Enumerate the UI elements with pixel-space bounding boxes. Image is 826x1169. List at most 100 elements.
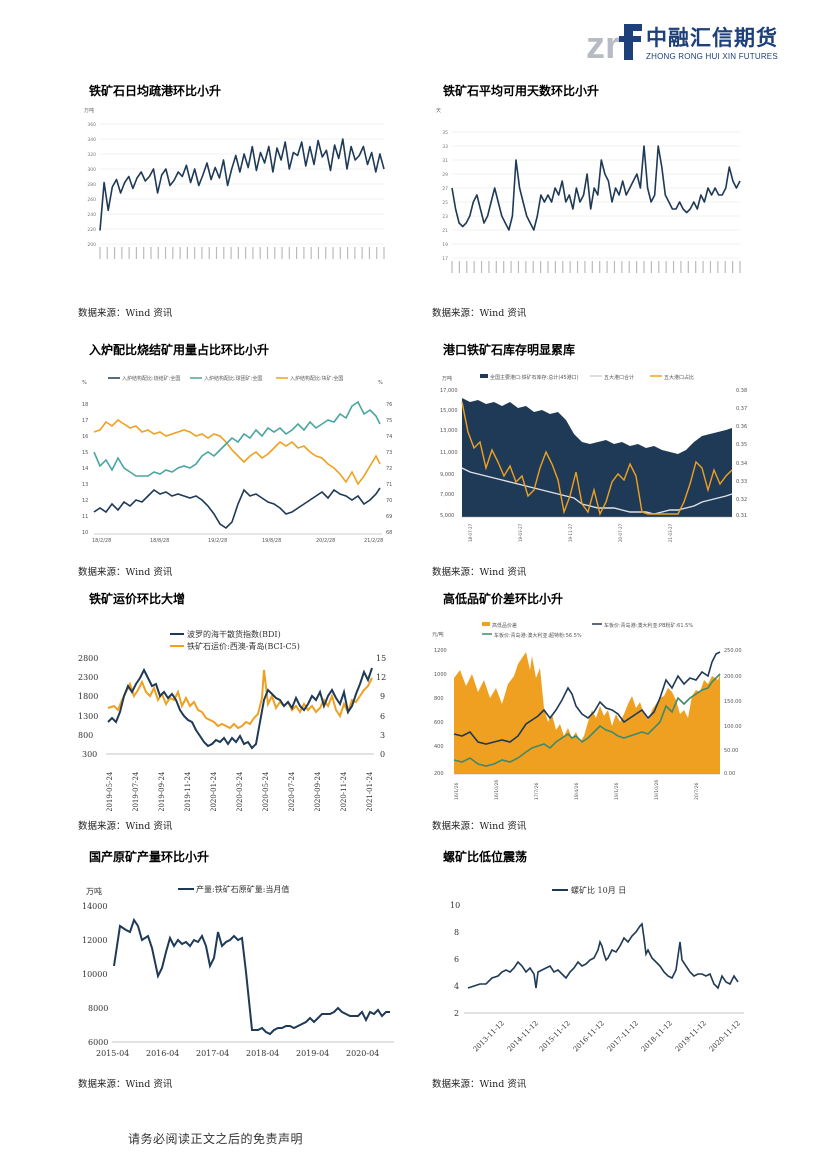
svg-text:16: 16 xyxy=(82,434,88,440)
svg-text:14: 14 xyxy=(82,466,88,472)
source-note-4: 数据来源：Wind 资讯 xyxy=(432,567,527,578)
y-tick-label: 220 xyxy=(87,227,96,233)
svg-text:1300: 1300 xyxy=(78,712,98,721)
svg-text:18/4/26: 18/4/26 xyxy=(574,783,580,800)
svg-text:250.00: 250.00 xyxy=(724,648,742,654)
svg-text:12000: 12000 xyxy=(82,936,107,945)
svg-text:19-03-27: 19-03-27 xyxy=(518,523,523,542)
svg-text:11,000: 11,000 xyxy=(440,450,458,456)
svg-text:200.00: 200.00 xyxy=(724,674,742,680)
y-tick-label: 31 xyxy=(442,158,448,164)
svg-text:五大港口合计: 五大港口合计 xyxy=(604,374,634,381)
svg-text:6000: 6000 xyxy=(88,1038,108,1047)
svg-text:800: 800 xyxy=(78,731,93,740)
svg-text:21-03-27: 21-03-27 xyxy=(668,523,673,542)
section-title-8: 螺矿比低位震荡 xyxy=(443,850,528,864)
svg-text:0.32: 0.32 xyxy=(736,497,747,503)
svg-text:400: 400 xyxy=(434,744,444,750)
svg-text:15,000: 15,000 xyxy=(440,408,458,414)
svg-text:5,000: 5,000 xyxy=(440,513,454,519)
section-title-7: 国产原矿产量环比小升 xyxy=(89,850,210,864)
svg-text:2013-11-12: 2013-11-12 xyxy=(472,1019,506,1053)
svg-text:72: 72 xyxy=(386,466,392,472)
svg-text:19/8/28: 19/8/28 xyxy=(262,538,281,544)
svg-text:19-11-27: 19-11-27 xyxy=(568,523,573,542)
svg-text:铁矿石运价:西澳-青岛(BCI-C5): 铁矿石运价:西澳-青岛(BCI-C5) xyxy=(187,641,300,651)
source-note-7: 数据来源：Wind 资讯 xyxy=(78,1079,173,1090)
svg-text:76: 76 xyxy=(386,402,392,408)
svg-text:2300: 2300 xyxy=(78,673,98,682)
y-tick-label: 320 xyxy=(87,152,96,158)
chart-rebar-ore-ratio: 螺矿比 10月 日 10 8 6 4 2 2013-11-12 2014-11-12 2… xyxy=(432,880,750,1060)
chart-port-inventory-figure: 万吨 全国主要港口:铁矿石库存:总计(45港口) 五大港口合计 五大港口占比 1… xyxy=(440,374,747,542)
svg-text:10: 10 xyxy=(450,901,460,910)
svg-text:2020-09-24: 2020-09-24 xyxy=(314,771,322,811)
svg-text:2: 2 xyxy=(454,1009,459,1018)
svg-text:车板价:青岛港:澳大利亚:PB粉矿:61.5%: 车板价:青岛港:澳大利亚:PB粉矿:61.5% xyxy=(604,622,693,629)
svg-text:18-07-27: 18-07-27 xyxy=(468,523,473,542)
chart-available-days: 天 17 19 21 23 25 27 29 31 33 35 xyxy=(432,102,748,292)
svg-text:0.34: 0.34 xyxy=(736,461,747,467)
svg-text:12: 12 xyxy=(82,498,88,504)
svg-text:20/2/28: 20/2/28 xyxy=(316,538,335,544)
svg-text:2020-01-24: 2020-01-24 xyxy=(210,771,218,811)
svg-text:高低品价差: 高低品价差 xyxy=(492,622,517,629)
svg-text:50.00: 50.00 xyxy=(724,748,738,754)
svg-text:100.00: 100.00 xyxy=(724,724,742,730)
svg-text:2015-04: 2015-04 xyxy=(96,1049,129,1058)
source-note-1: 数据来源：Wind 资讯 xyxy=(78,308,173,319)
chart-unit-label: 天 xyxy=(436,108,441,114)
y-tick-label: 23 xyxy=(442,214,448,220)
svg-text:75: 75 xyxy=(386,418,392,424)
svg-text:16/1/26: 16/1/26 xyxy=(454,783,460,800)
svg-text:2020-11-24: 2020-11-24 xyxy=(340,771,348,811)
svg-text:1800: 1800 xyxy=(78,692,98,701)
svg-text:2019-09-24: 2019-09-24 xyxy=(158,771,166,811)
svg-text:0.00: 0.00 xyxy=(724,771,735,777)
svg-text:0.31: 0.31 xyxy=(736,513,747,519)
svg-text:螺矿比 10月 日: 螺矿比 10月 日 xyxy=(571,885,626,895)
svg-text:2800: 2800 xyxy=(78,654,98,663)
svg-text:10: 10 xyxy=(82,530,88,536)
svg-text:14000: 14000 xyxy=(82,902,107,911)
svg-text:%: % xyxy=(82,380,87,386)
svg-text:2019-05-24: 2019-05-24 xyxy=(106,771,114,811)
y-tick-label: 35 xyxy=(442,130,448,136)
svg-text:产量:铁矿石原矿量:当月值: 产量:铁矿石原矿量:当月值 xyxy=(196,884,289,894)
svg-text:8: 8 xyxy=(454,928,459,937)
y-tick-label: 33 xyxy=(442,144,448,150)
svg-text:0.37: 0.37 xyxy=(736,406,747,412)
y-tick-label: 300 xyxy=(87,167,96,173)
brand-name-en: ZHONG RONG HUI XIN FUTURES xyxy=(646,52,778,61)
svg-text:2020-07-24: 2020-07-24 xyxy=(288,771,296,811)
svg-text:0.33: 0.33 xyxy=(736,479,747,485)
svg-text:10000: 10000 xyxy=(82,970,107,979)
svg-text:2018-04: 2018-04 xyxy=(246,1049,279,1058)
y-tick-label: 360 xyxy=(87,122,96,128)
source-note-3: 数据来源：Wind 资讯 xyxy=(78,567,173,578)
section-title-2: 铁矿石平均可用天数环比小升 xyxy=(443,84,600,98)
svg-text:2020-11-12: 2020-11-12 xyxy=(708,1019,742,1053)
svg-text:万吨: 万吨 xyxy=(442,375,452,382)
svg-text:2019-04: 2019-04 xyxy=(296,1049,329,1058)
svg-text:波罗的海干散货指数(BDI): 波罗的海干散货指数(BDI) xyxy=(187,629,281,639)
series-line xyxy=(99,138,385,231)
svg-text:17,000: 17,000 xyxy=(440,388,458,394)
svg-text:0.36: 0.36 xyxy=(736,424,747,430)
y-tick-label: 260 xyxy=(87,197,96,203)
section-title-6: 高低品矿价差环比小升 xyxy=(443,592,564,606)
chart-port-inventory: 万吨 全国主要港口:铁矿石库存:总计(45港口) 五大港口合计 五大港口占比 1… xyxy=(440,372,760,552)
chart-domestic-output-figure: 万吨 产量:铁矿石原矿量:当月值 14000 12000 10000 8000 6000… xyxy=(82,884,394,1058)
y-tick-label: 340 xyxy=(87,137,96,143)
source-note-2: 数据来源：Wind 资讯 xyxy=(432,308,527,319)
svg-text:11: 11 xyxy=(82,514,88,520)
svg-text:18/2/28: 18/2/28 xyxy=(92,538,111,544)
section-title-1: 铁矿石日均疏港环比小升 xyxy=(89,84,222,98)
svg-text:6: 6 xyxy=(454,955,459,964)
svg-text:2020-05-24: 2020-05-24 xyxy=(262,771,270,811)
svg-text:2018-11-12: 2018-11-12 xyxy=(640,1019,674,1053)
svg-text:4: 4 xyxy=(454,982,459,991)
svg-text:150.00: 150.00 xyxy=(724,699,742,705)
svg-text:2015-11-12: 2015-11-12 xyxy=(538,1019,572,1053)
svg-text:69: 69 xyxy=(386,514,392,520)
